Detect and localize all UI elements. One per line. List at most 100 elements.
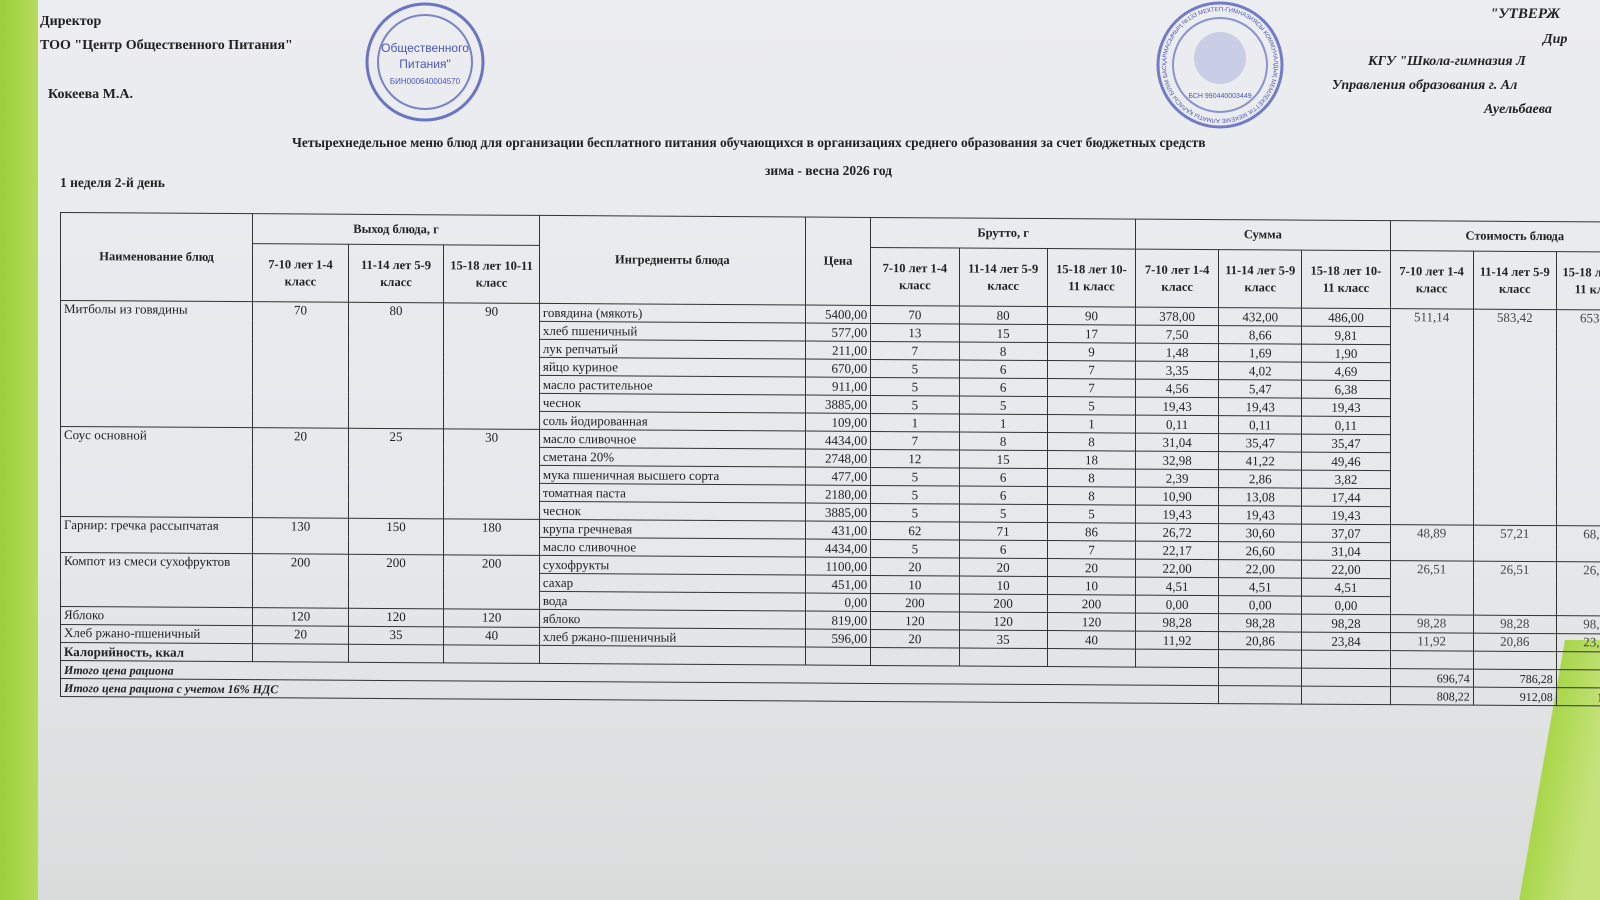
ingredient-price: 596,00 <box>805 629 871 648</box>
ingredient-sum: 4,56 <box>1135 379 1219 398</box>
total-row-value: 786,28 <box>1473 669 1557 688</box>
ingredient-brutto: 35 <box>959 629 1048 649</box>
ingredient-brutto: 15 <box>959 323 1048 343</box>
header-cost-age: 15-18 лет 10-11 класс <box>1556 251 1600 311</box>
ingredient-brutto: 200 <box>1047 594 1136 614</box>
dish-cost: 98,28 <box>1473 615 1557 634</box>
ingredient-name: масло растительное <box>539 375 806 396</box>
approver-right-name: Ауельбаева <box>1484 102 1552 117</box>
dish-output: 200 <box>443 554 540 610</box>
total-vat-row-value: 912,08 <box>1473 687 1557 706</box>
dish-cost: 68,10 <box>1556 525 1600 563</box>
ingredient-name: хлеб пшеничный <box>539 321 806 342</box>
dish-cost: 26,51 <box>1556 561 1600 617</box>
ingredient-sum: 5,47 <box>1218 379 1302 399</box>
ingredient-brutto: 5 <box>870 467 960 486</box>
dish-cost: 11,92 <box>1390 632 1474 652</box>
ingredient-price: 0,00 <box>805 593 871 612</box>
ingredient-sum: 1,69 <box>1218 343 1302 363</box>
ingredient-brutto: 7 <box>870 431 960 450</box>
ingredient-brutto: 5 <box>959 503 1048 523</box>
ingredient-price: 577,00 <box>805 323 871 342</box>
ingredient-brutto: 15 <box>959 449 1048 469</box>
approver-right-org: КГУ "Школа-гимназия Л <box>1368 54 1526 69</box>
ingredient-price: 431,00 <box>805 521 871 540</box>
ingredient-sum: 19,43 <box>1218 397 1302 417</box>
header-cost: Стоимость блюда <box>1390 220 1600 253</box>
ingredient-sum: 41,22 <box>1218 451 1302 471</box>
ingredient-price: 3885,00 <box>805 395 871 414</box>
svg-text:БИН000640004570: БИН000640004570 <box>390 77 461 86</box>
ingredient-name: сметана 20% <box>539 447 806 468</box>
ingredient-sum: 3,35 <box>1135 361 1219 380</box>
dish-output: 130 <box>252 517 349 555</box>
ingredient-brutto: 200 <box>870 593 960 612</box>
total-vat-row-value: 808,22 <box>1390 686 1474 706</box>
ingredient-price: 211,00 <box>805 341 871 360</box>
ingredient-name: сухофрукты <box>539 555 806 576</box>
ingredient-sum: 1,48 <box>1135 343 1219 362</box>
ingredient-sum: 98,28 <box>1135 613 1219 632</box>
ingredient-brutto: 7 <box>1047 378 1136 398</box>
dish-name: Компот из смеси сухофруктов <box>60 552 253 608</box>
ingredient-price: 451,00 <box>805 575 871 594</box>
ingredient-name: вода <box>539 591 806 612</box>
ingredient-name: чеснок <box>539 501 806 522</box>
dish-output: 80 <box>348 302 444 429</box>
ingredient-brutto: 5 <box>870 503 960 522</box>
total-row-value: 696,74 <box>1390 668 1474 688</box>
ingredient-name: хлеб ржано-пшеничный <box>539 627 806 648</box>
ingredient-sum: 6,38 <box>1301 380 1391 399</box>
ingredient-price: 911,00 <box>805 377 871 396</box>
calories-cell <box>348 644 444 663</box>
ingredient-sum: 2,39 <box>1135 469 1219 488</box>
dish-output: 25 <box>348 428 444 519</box>
ingredient-brutto: 7 <box>1047 540 1136 560</box>
ingredient-brutto: 6 <box>959 485 1048 505</box>
ingredient-sum: 11,92 <box>1135 631 1219 650</box>
dish-output: 30 <box>443 428 540 520</box>
calories-cell <box>1218 649 1302 669</box>
dish-cost: 98,28 <box>1390 614 1474 634</box>
calories-cell <box>443 644 540 664</box>
ingredient-sum: 7,50 <box>1135 325 1219 344</box>
document-title: Четырехнедельное меню блюд для организац… <box>292 135 1206 150</box>
ingredient-name: соль йодированная <box>539 411 806 432</box>
ingredient-name: масло сливочное <box>539 537 806 558</box>
ingredient-sum: 0,11 <box>1218 415 1302 435</box>
dish-output: 90 <box>443 302 540 430</box>
dish-output: 120 <box>348 608 444 627</box>
ingredient-sum: 31,04 <box>1301 542 1391 561</box>
ingredient-sum: 22,00 <box>1135 559 1219 578</box>
ingredient-brutto: 90 <box>1047 306 1136 326</box>
ingredient-sum: 49,46 <box>1301 452 1391 471</box>
ingredient-sum: 486,00 <box>1301 308 1391 327</box>
ingredient-price: 2180,00 <box>805 485 871 504</box>
approver-right-dept: Управления образования г. Ал <box>1332 78 1518 93</box>
ingredient-brutto: 1 <box>870 413 960 432</box>
calories-label: Калорийность, ккал <box>60 642 253 662</box>
ingredient-sum: 31,04 <box>1135 433 1219 452</box>
dish-output: 70 <box>252 301 349 429</box>
ingredient-sum: 30,60 <box>1218 523 1302 543</box>
ingredient-brutto: 120 <box>870 611 960 630</box>
ingredient-brutto: 7 <box>1047 360 1136 380</box>
ingredient-brutto: 71 <box>959 521 1048 541</box>
header-brutto-age: 7-10 лет 1-4 класс <box>870 247 960 306</box>
header-price: Цена <box>805 217 871 306</box>
ingredient-sum: 0,00 <box>1135 595 1219 614</box>
ingredient-sum: 2,86 <box>1218 469 1302 489</box>
frame-edge <box>1510 640 1600 900</box>
ingredient-sum: 4,51 <box>1218 577 1302 597</box>
header-sum-age: 11-14 лет 5-9 класс <box>1218 249 1302 309</box>
ingredient-brutto: 62 <box>870 521 960 540</box>
ingredient-sum: 378,00 <box>1135 307 1219 326</box>
dish-name: Соус основной <box>60 426 253 518</box>
ingredient-brutto: 5 <box>959 395 1048 415</box>
header-cost-age: 11-14 лет 5-9 класс <box>1473 251 1557 310</box>
ingredient-sum: 32,98 <box>1135 451 1219 470</box>
ingredient-brutto: 6 <box>959 467 1048 487</box>
dish-output: 35 <box>348 626 444 645</box>
calories-cell <box>1390 650 1474 670</box>
left-stamp: Общественного Питания" БИН000640004570 <box>365 2 485 122</box>
